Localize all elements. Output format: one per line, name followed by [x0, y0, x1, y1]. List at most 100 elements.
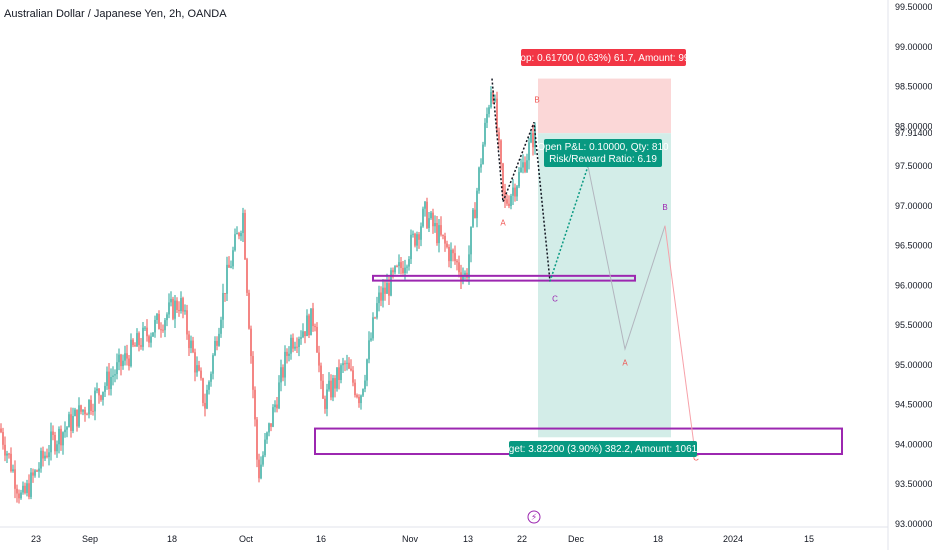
- candle-body: [72, 415, 74, 431]
- candle-body: [496, 98, 498, 133]
- candle-body: [492, 92, 494, 102]
- y-tick-label: 95.00000: [895, 360, 932, 370]
- x-tick-label: Oct: [239, 534, 254, 544]
- candle-body: [486, 113, 488, 123]
- candle-body: [36, 470, 38, 472]
- candle-body: [226, 264, 228, 294]
- candle-body: [400, 262, 402, 268]
- y-tick-label: 96.00000: [895, 280, 932, 290]
- candle-body: [148, 336, 150, 343]
- candle-body: [92, 410, 94, 412]
- candle-body: [342, 363, 344, 366]
- upper-zone-box: [372, 274, 636, 282]
- candle-body: [322, 380, 324, 399]
- candle-body: [390, 270, 392, 296]
- candle-body: [122, 360, 124, 367]
- candle-body: [154, 319, 156, 333]
- candle-body: [16, 488, 18, 494]
- candle-body: [70, 414, 72, 431]
- candle-body: [214, 340, 216, 356]
- candle-body: [408, 259, 410, 267]
- candle-body: [52, 431, 54, 435]
- candle-body: [42, 450, 44, 459]
- candle-body: [58, 428, 60, 445]
- candle-body: [378, 292, 380, 304]
- candle-body: [192, 340, 194, 353]
- candle-body: [468, 254, 470, 278]
- candle-body: [44, 455, 46, 459]
- candle-body: [498, 132, 500, 141]
- candle-body: [336, 367, 338, 389]
- candle-body: [482, 144, 484, 165]
- pnl-badge: [544, 139, 662, 167]
- candle-body: [236, 233, 238, 235]
- candle-body: [128, 358, 130, 367]
- candle-body: [334, 378, 336, 389]
- candle-body: [22, 485, 24, 493]
- candle-body: [168, 302, 170, 315]
- candle-body: [280, 367, 282, 383]
- candle-body: [56, 444, 58, 452]
- candle-body: [102, 391, 104, 400]
- candle-body: [194, 352, 196, 373]
- x-tick-label: Sep: [82, 534, 98, 544]
- candle-body: [450, 249, 452, 262]
- candle-body: [526, 160, 528, 172]
- target-badge: [509, 441, 697, 457]
- candle-body: [506, 199, 508, 204]
- candle-body: [88, 399, 90, 415]
- candle-body: [240, 233, 242, 237]
- forecast-line: [587, 165, 666, 351]
- candle-body: [372, 317, 374, 339]
- candle-body: [462, 275, 464, 281]
- candle-body: [500, 140, 502, 164]
- candle-body: [354, 382, 356, 396]
- candle-body: [68, 414, 70, 428]
- candle-body: [182, 298, 184, 312]
- target-zone: [538, 133, 671, 438]
- y-tick-label: 96.50000: [895, 241, 932, 251]
- candle-body: [360, 395, 362, 404]
- candle-body: [104, 385, 106, 392]
- y-tick-label: 93.50000: [895, 479, 932, 489]
- candle-body: [224, 292, 226, 294]
- candle-body: [406, 266, 408, 268]
- candle-body: [490, 92, 492, 108]
- x-tick-label: 16: [316, 534, 326, 544]
- candle-body: [118, 354, 120, 363]
- candle-body: [274, 404, 276, 408]
- candle-body: [446, 243, 448, 248]
- candle-body: [508, 203, 510, 207]
- y-tick-label: 98.50000: [895, 82, 932, 92]
- candle-body: [370, 338, 372, 341]
- y-tick-label: 94.50000: [895, 400, 932, 410]
- candle-body: [90, 399, 92, 411]
- wave-label: A: [622, 359, 628, 368]
- candle-body: [98, 388, 100, 396]
- candle-body: [516, 186, 518, 197]
- candle-body: [296, 346, 298, 348]
- candle-body: [106, 371, 108, 386]
- candle-body: [116, 362, 118, 375]
- candle-body: [216, 340, 218, 346]
- wave-label: B: [662, 203, 667, 212]
- candle-body: [10, 453, 12, 472]
- candle-body: [434, 223, 436, 227]
- candle-body: [330, 380, 332, 398]
- candle-body: [510, 195, 512, 207]
- candle-body: [2, 432, 4, 445]
- candle-body: [238, 233, 240, 237]
- candle-body: [346, 362, 348, 364]
- candle-body: [282, 367, 284, 378]
- candle-body: [384, 287, 386, 294]
- candle-body: [286, 351, 288, 356]
- candle-body: [170, 298, 172, 303]
- candle-body: [40, 450, 42, 469]
- candle-body: [188, 334, 190, 349]
- candle-body: [440, 225, 442, 235]
- forecast-line-c: [664, 225, 696, 453]
- candle-body: [82, 409, 84, 412]
- candle-body: [196, 365, 198, 373]
- candle-body: [174, 300, 176, 319]
